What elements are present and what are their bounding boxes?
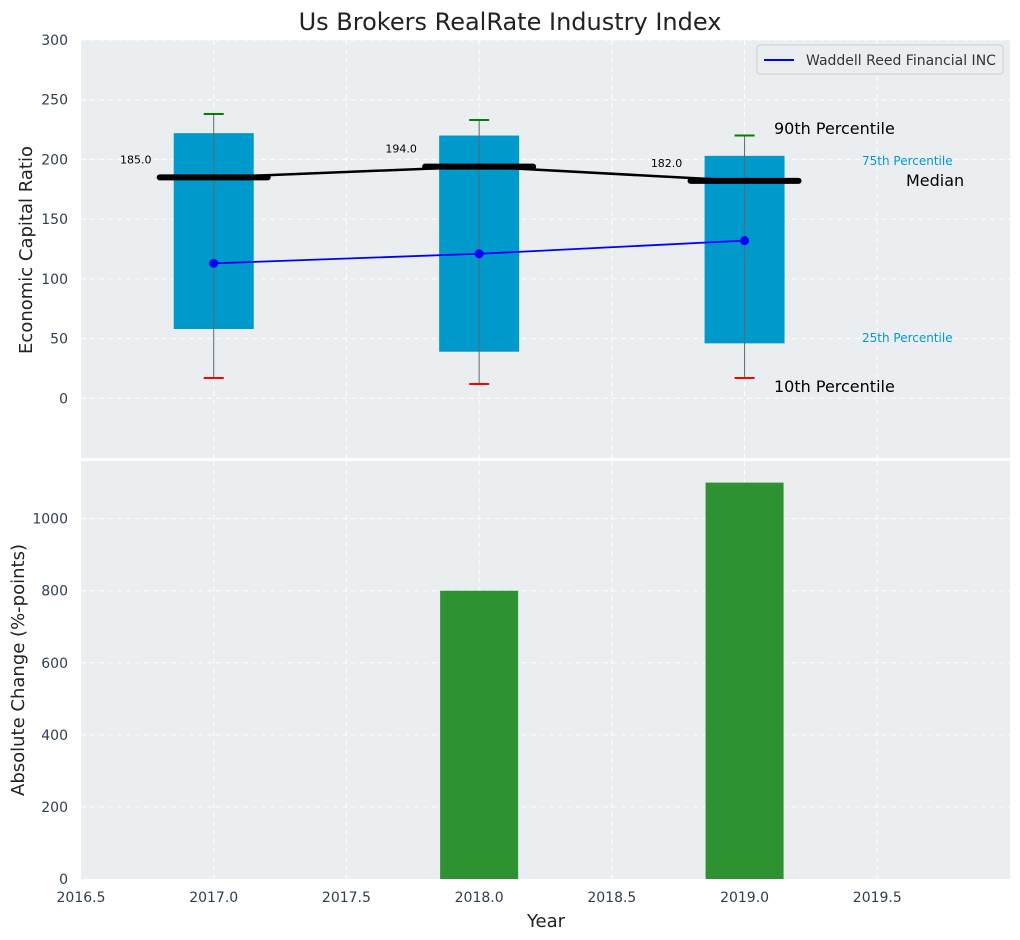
median-value-label: 185.0 xyxy=(120,153,152,166)
x-tick-label: 2018.5 xyxy=(587,890,636,906)
median-value-label: 182.0 xyxy=(651,157,683,170)
p25-annotation: 25th Percentile xyxy=(862,331,953,345)
x-tick-label: 2019.0 xyxy=(720,890,769,906)
percentile-annotations: 90th Percentile 75th Percentile Median 2… xyxy=(774,119,964,396)
p90-annotation: 90th Percentile xyxy=(774,119,895,138)
series-point xyxy=(740,236,750,246)
change-bars xyxy=(440,482,784,879)
legend-box xyxy=(756,44,1004,75)
x-tick-label: 2017.5 xyxy=(322,890,371,906)
chart-title: Us Brokers RealRate Industry Index xyxy=(299,8,722,36)
x-tick-labels: 2016.5 2017.0 2017.5 2018.0 2018.5 2019.0 2019… xyxy=(57,890,902,906)
bottom-y-tick-label: 1000 xyxy=(32,512,68,528)
bottom-y-tick-label: 600 xyxy=(41,656,68,672)
top-panel: 0 50 100 150 200 250 300 185.0 194.0 182.0 90th … xyxy=(16,33,1010,458)
top-y-tick-label: 250 xyxy=(41,93,68,109)
median-trend-line xyxy=(213,165,745,183)
median-connection xyxy=(213,165,745,183)
bottom-y-tick-label: 0 xyxy=(59,872,68,888)
bottom-plot-area xyxy=(81,461,1010,879)
series-point xyxy=(474,249,484,259)
bottom-y-tick-label: 200 xyxy=(41,800,68,816)
top-y-tick-label: 50 xyxy=(50,332,68,348)
p10-annotation: 10th Percentile xyxy=(774,377,895,396)
top-y-axis-label: Economic Capital Ratio xyxy=(16,146,37,354)
legend-entry: Waddell Reed Financial INC xyxy=(806,53,996,69)
x-tick-label: 2018.0 xyxy=(455,890,504,906)
series-point xyxy=(209,258,219,268)
median-value-label: 194.0 xyxy=(385,143,417,156)
median-annotation: Median xyxy=(906,171,964,190)
legend: Waddell Reed Financial INC xyxy=(756,44,1004,75)
box-group: 194.0 xyxy=(385,119,537,385)
top-y-tick-label: 150 xyxy=(41,212,68,228)
bottom-y-tick-label: 400 xyxy=(41,728,68,744)
x-axis-label: Year xyxy=(526,911,566,932)
bottom-y-tick-labels: 0 200 400 600 800 1000 xyxy=(32,512,68,888)
bottom-panel: 0 200 400 600 800 1000 2016.5 2017.0 2017.5 2018… xyxy=(8,461,1010,932)
top-y-tick-label: 300 xyxy=(41,33,68,49)
bottom-y-tick-label: 800 xyxy=(41,584,68,600)
x-tick-label: 2016.5 xyxy=(57,890,106,906)
p75-annotation: 75th Percentile xyxy=(862,154,953,168)
x-tick-label: 2019.5 xyxy=(853,890,902,906)
change-bar xyxy=(440,590,519,879)
top-y-tick-labels: 0 50 100 150 200 250 300 xyxy=(41,33,68,407)
x-tick-label: 2017.0 xyxy=(189,890,238,906)
top-y-tick-label: 0 xyxy=(59,391,68,407)
bottom-y-axis-label: Absolute Change (%-points) xyxy=(8,544,29,796)
company-series xyxy=(209,236,750,268)
change-bar xyxy=(705,482,784,879)
top-y-tick-label: 200 xyxy=(41,152,68,168)
box-group: 185.0 xyxy=(120,113,271,379)
top-y-tick-label: 100 xyxy=(41,272,68,288)
